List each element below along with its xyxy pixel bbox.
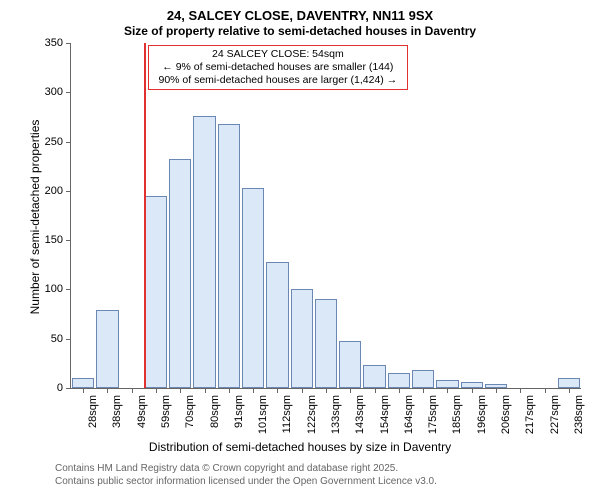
xtick-label: 112sqm <box>281 395 293 433</box>
xtick-mark <box>277 388 278 393</box>
ytick-mark <box>66 339 71 340</box>
xtick-label: 133sqm <box>330 395 342 434</box>
histogram-bar <box>363 365 385 388</box>
histogram-bar <box>388 373 410 388</box>
y-axis-label: Number of semi-detached properties <box>28 87 42 347</box>
xtick-label: 217sqm <box>524 395 536 434</box>
histogram-bar <box>266 262 288 388</box>
ytick-mark <box>66 240 71 241</box>
histogram-bar <box>339 341 361 388</box>
ytick-label: 0 <box>57 382 63 394</box>
xtick-mark <box>350 388 351 393</box>
histogram-bar <box>169 159 191 388</box>
xtick-mark <box>302 388 303 393</box>
ytick-mark <box>66 43 71 44</box>
xtick-label: 196sqm <box>476 395 488 434</box>
xtick-mark <box>472 388 473 393</box>
xtick-label: 143sqm <box>354 395 366 434</box>
xtick-label: 122sqm <box>306 395 318 434</box>
xtick-label: 175sqm <box>427 395 439 434</box>
xtick-label: 238sqm <box>573 395 585 434</box>
chart-container: 24, SALCEY CLOSE, DAVENTRY, NN11 9SX Siz… <box>0 0 600 500</box>
histogram-bar <box>291 289 313 388</box>
xtick-mark <box>205 388 206 393</box>
xtick-label: 164sqm <box>403 395 415 434</box>
ytick-label: 350 <box>45 37 63 49</box>
chart-title-line1: 24, SALCEY CLOSE, DAVENTRY, NN11 9SX <box>0 8 600 23</box>
ytick-label: 250 <box>45 136 63 148</box>
histogram-bar <box>218 124 240 388</box>
histogram-bar <box>145 196 167 388</box>
histogram-bar <box>315 299 337 388</box>
xtick-mark <box>156 388 157 393</box>
annotation-line: 24 SALCEY CLOSE: 54sqm <box>154 48 402 61</box>
xtick-mark <box>447 388 448 393</box>
ytick-mark <box>66 142 71 143</box>
xtick-mark <box>83 388 84 393</box>
annotation-box: 24 SALCEY CLOSE: 54sqm← 9% of semi-detac… <box>148 45 408 90</box>
xtick-mark <box>569 388 570 393</box>
histogram-bar <box>412 370 434 388</box>
ytick-mark <box>66 289 71 290</box>
xtick-label: 91sqm <box>233 395 245 428</box>
xtick-label: 49sqm <box>136 395 148 428</box>
histogram-bar <box>193 116 215 388</box>
ytick-label: 300 <box>45 86 63 98</box>
annotation-line: 90% of semi-detached houses are larger (… <box>154 74 402 87</box>
xtick-label: 59sqm <box>160 395 172 428</box>
xtick-label: 227sqm <box>549 395 561 434</box>
xtick-mark <box>520 388 521 393</box>
xtick-label: 154sqm <box>379 395 391 434</box>
histogram-bar <box>96 310 118 388</box>
histogram-bar <box>436 380 458 388</box>
xtick-mark <box>253 388 254 393</box>
ytick-label: 200 <box>45 185 63 197</box>
ytick-label: 150 <box>45 234 63 246</box>
histogram-bar <box>72 378 94 388</box>
xtick-mark <box>180 388 181 393</box>
annotation-line: ← 9% of semi-detached houses are smaller… <box>154 61 402 74</box>
xtick-mark <box>132 388 133 393</box>
histogram-bar <box>242 188 264 388</box>
xtick-label: 206sqm <box>500 395 512 434</box>
xtick-mark <box>399 388 400 393</box>
xtick-mark <box>545 388 546 393</box>
xtick-mark <box>496 388 497 393</box>
x-axis-label: Distribution of semi-detached houses by … <box>0 440 600 454</box>
ytick-mark <box>66 92 71 93</box>
xtick-label: 80sqm <box>209 395 221 428</box>
plot-area: 05010015020025030035028sqm38sqm49sqm59sq… <box>70 43 581 389</box>
xtick-mark <box>326 388 327 393</box>
xtick-mark <box>375 388 376 393</box>
ytick-label: 50 <box>51 333 63 345</box>
xtick-mark <box>229 388 230 393</box>
histogram-bar <box>558 378 580 388</box>
xtick-mark <box>107 388 108 393</box>
attribution-text: Contains HM Land Registry data © Crown c… <box>55 463 437 488</box>
xtick-label: 38sqm <box>111 395 123 428</box>
ytick-mark <box>66 191 71 192</box>
ytick-label: 100 <box>45 283 63 295</box>
xtick-label: 70sqm <box>184 395 196 428</box>
xtick-label: 28sqm <box>87 395 99 428</box>
ytick-mark <box>66 388 71 389</box>
xtick-label: 185sqm <box>451 395 463 434</box>
xtick-label: 101sqm <box>257 395 269 434</box>
xtick-mark <box>423 388 424 393</box>
reference-line <box>144 43 146 388</box>
chart-title-line2: Size of property relative to semi-detach… <box>0 24 600 38</box>
